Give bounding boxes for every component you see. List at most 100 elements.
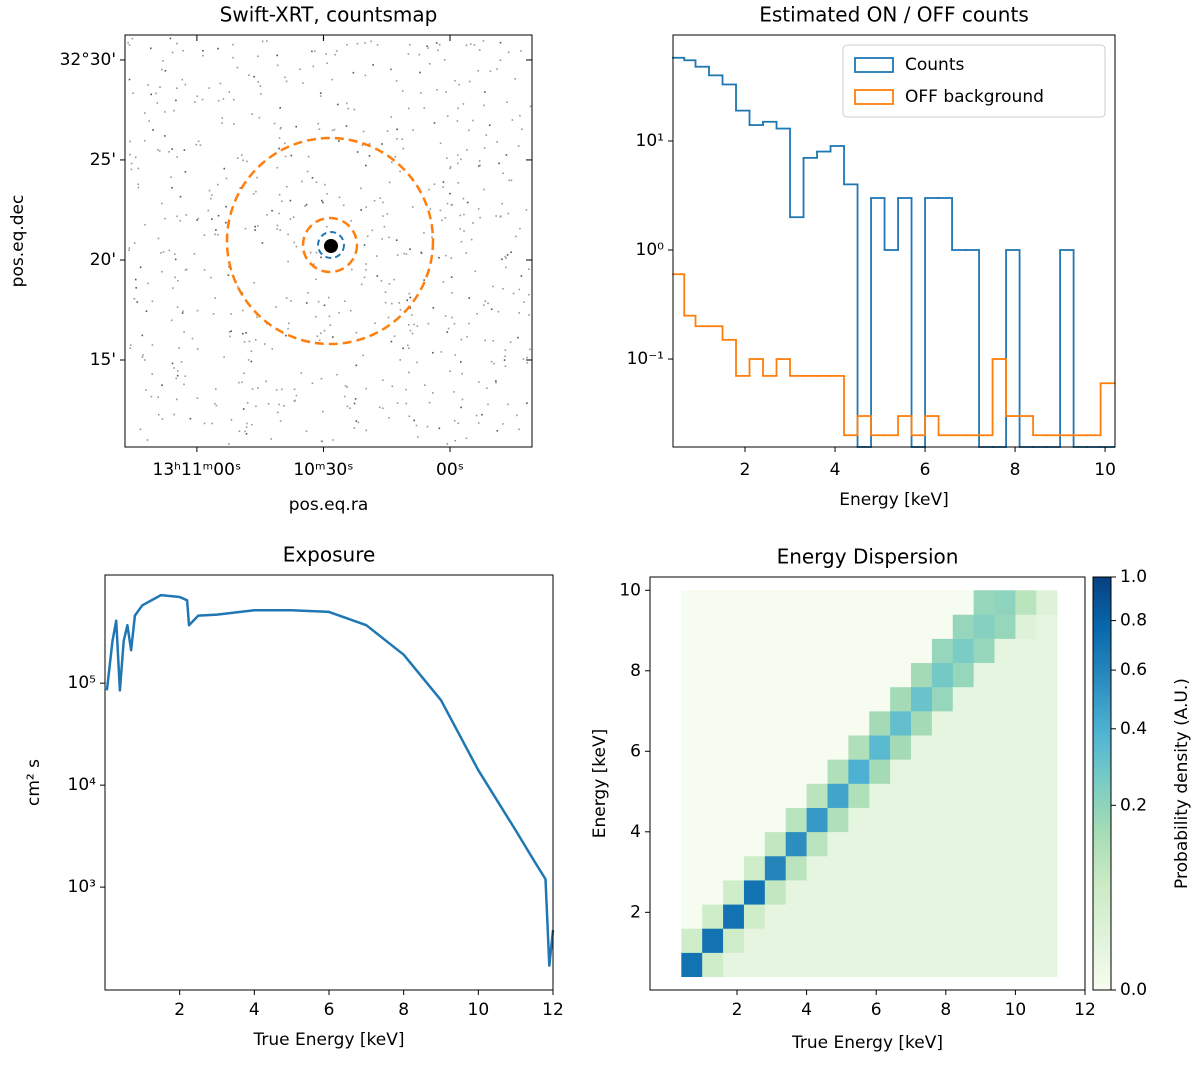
heatmap-cell [806,759,828,784]
count-pixel [260,93,262,95]
count-pixel [501,202,503,205]
heatmap-cell [1036,855,1058,881]
count-pixel [225,221,227,224]
count-pixel [409,329,412,332]
heatmap-cell [764,662,787,688]
count-pixel [446,157,448,159]
heatmap-cell [743,855,766,881]
count-pixel [417,436,419,438]
count-pixel [445,91,447,93]
colorbar-slice [1093,830,1111,834]
count-pixel [356,42,359,45]
x-axis-label: pos.eq.ra [289,495,369,515]
heatmap-cell [890,711,912,736]
heatmap-cell [931,831,954,857]
heatmap-cell [1036,711,1058,736]
count-pixel [432,307,435,309]
count-pixel [484,91,486,93]
heatmap-cell [681,831,703,857]
heatmap-cell [827,783,849,808]
count-pixel [510,179,513,182]
y-axis-label: cm² s [24,759,44,806]
count-pixel [315,315,317,318]
heatmap-cell [973,880,995,905]
colorbar-slice [1093,787,1111,791]
colorbar-slice [1093,597,1111,601]
colorbar-slice [1093,746,1111,749]
count-pixel [245,332,247,334]
colorbar-slice [1093,579,1111,582]
chart-title: Exposure [283,543,376,567]
colorbar-slice [1093,806,1111,809]
count-pixel [496,141,498,143]
count-pixel [498,162,500,165]
count-pixel [293,400,295,402]
count-pixel [279,107,281,109]
heatmap-cell [785,638,807,664]
colorbar-slice [1093,886,1111,890]
heatmap-cell [890,904,912,929]
heatmap-cell [1036,880,1058,905]
heatmap-cell [848,855,870,881]
heatmap-cell [806,807,828,833]
count-pixel [462,197,465,200]
heatmap-cell [869,952,891,978]
heatmap-cell [827,928,849,953]
count-pixel [305,430,308,432]
colorbar-slice [1093,870,1111,873]
heatmap-cell [1036,759,1058,784]
count-pixel [382,201,384,204]
count-pixel [518,312,520,314]
count-pixel [504,355,506,358]
count-pixel [337,103,339,106]
heatmap-cell [973,614,995,639]
count-pixel [431,236,433,238]
colorbar-slice [1093,973,1111,976]
colorbar-slice [1093,620,1111,623]
count-pixel [246,160,248,163]
colorbar-slice [1093,589,1111,592]
count-pixel [529,105,532,108]
count-pixel [360,209,362,211]
colorbar-slice [1093,721,1111,725]
count-pixel [478,381,480,383]
count-pixel [399,170,401,173]
count-pixel [256,316,258,319]
x-tick-label: 2 [732,1000,743,1020]
count-pixel [179,195,182,198]
count-pixel [295,394,298,397]
count-pixel [143,139,146,142]
count-pixel [465,437,468,440]
heatmap-cell [973,855,995,881]
count-pixel [515,235,517,238]
count-pixel [164,135,166,137]
count-pixel [395,239,398,241]
count-pixel [413,323,415,326]
count-pixel [398,302,400,304]
heatmap-cell [827,614,849,639]
heatmap-cell [785,759,807,784]
count-pixel [130,168,133,171]
count-pixel [346,102,348,105]
colorbar-slice [1093,839,1111,842]
heatmap-cell [681,590,703,615]
count-pixel [279,229,281,231]
count-pixel [457,154,459,156]
heatmap-cell [827,831,849,857]
count-pixel [129,153,131,156]
count-pixel [419,71,421,74]
count-pixel [331,129,334,132]
count-pixel [432,351,434,354]
heatmap-cell [994,614,1016,639]
count-pixel [318,128,321,130]
count-pixel [331,78,333,81]
count-pixel [151,300,154,303]
count-pixel [502,287,504,290]
colorbar-slice [1093,614,1111,617]
heatmap-cell [931,638,954,664]
y-axis-label: Energy [keV] [590,729,610,839]
heatmap-cell [931,711,954,736]
heatmap-cell [743,614,766,639]
colorbar-slice [1093,651,1111,654]
heatmap-cell [890,590,912,615]
